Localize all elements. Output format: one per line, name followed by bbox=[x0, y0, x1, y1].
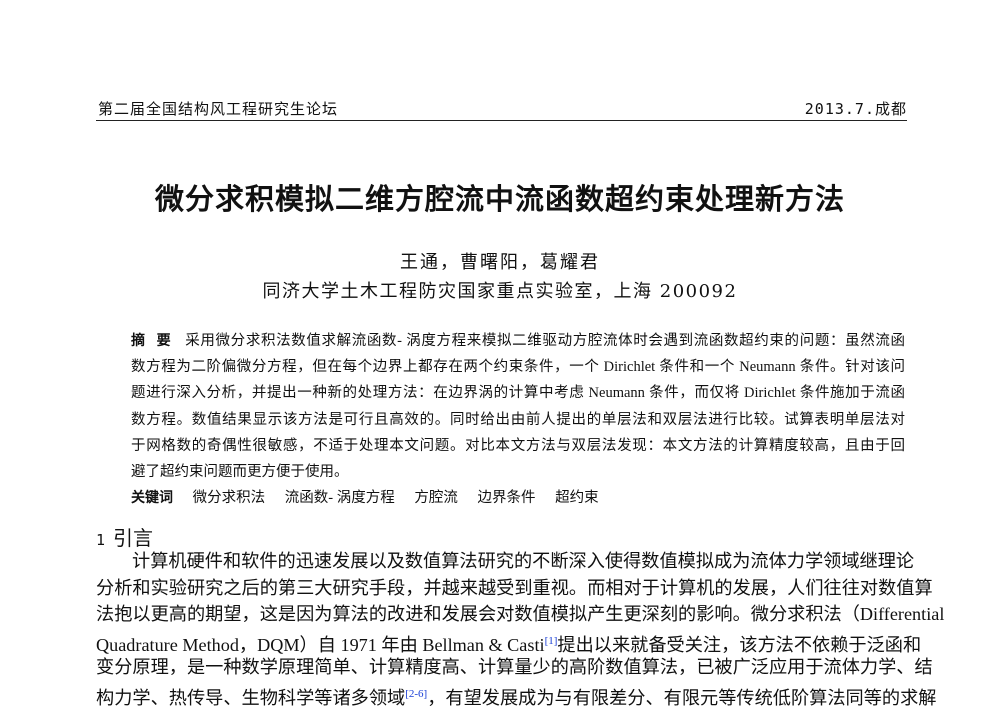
keywords: 关键词 微分求积法 流函数- 涡度方程 方腔流 边界条件 超约束 bbox=[131, 485, 905, 511]
citation-link[interactable]: [2-6] bbox=[405, 687, 428, 700]
abstract: 摘 要采用微分求积法数值求解流函数- 涡度方程来模拟二维驱动方腔流体时会遇到流函… bbox=[131, 328, 905, 511]
abstract-line: 数方程。数值结果显示该方法是可行且高效的。同时给出由前人提出的单层法和双层法进行… bbox=[131, 411, 905, 428]
abstract-line: 题进行深入分析，并提出一种新的处理方法：在边界涡的计算中考虑 Neumann 条… bbox=[131, 385, 905, 402]
affiliation: 同济大学土木工程防灾国家重点实验室，上海 200092 bbox=[262, 281, 738, 302]
body-line: 构力学、热传导、生物科学等诸多领域[2-6]，有望发展成为与有限差分、有限元等传… bbox=[96, 681, 936, 709]
abstract-line: 避了超约束问题而更方便于使用。 bbox=[131, 463, 349, 480]
authors: 王通，曹曙阳，葛耀君 bbox=[400, 252, 600, 273]
body-text-span: ，有望发展成为与有限差分、有限元等传统低阶算法同等的求解 bbox=[427, 688, 937, 709]
body-line: 变分原理，是一种数学原理简单、计算精度高、计算量少的高阶数值算法，已被广泛应用于… bbox=[96, 657, 933, 678]
header-date-place: 2013.7.成都 bbox=[804, 100, 907, 118]
body-line: 分析和实验研究之后的第三大研究手段，并越来越受到重视。而相对于计算机的发展，人们… bbox=[96, 577, 933, 598]
keyword: 流函数- 涡度方程 bbox=[284, 490, 395, 507]
keyword: 边界条件 bbox=[477, 490, 536, 507]
body-line: Quadrature Method，DQM）自 1971 年由 Bellman … bbox=[96, 628, 921, 655]
section-number: 1 bbox=[96, 531, 106, 549]
citation-link[interactable]: [1] bbox=[544, 634, 558, 647]
keyword: 超约束 bbox=[555, 490, 599, 507]
body-line: 计算机硬件和软件的迅速发展以及数值算法研究的不断深入使得数值模拟成为流体力学领域… bbox=[132, 551, 915, 571]
paper-title: 微分求积模拟二维方腔流中流函数超约束处理新方法 bbox=[154, 182, 845, 216]
abstract-line: 数方程为二阶偏微分方程，但在每个边界上都存在两个约束条件，一个 Dirichle… bbox=[131, 359, 905, 376]
body-line: 法抱以更高的期望，这是因为算法的改进和发展会对数值模拟产生更深刻的影响。微分求积… bbox=[96, 604, 945, 625]
section-title: 引言 bbox=[113, 526, 154, 550]
body-text-span: 构力学、热传导、生物科学等诸多领域 bbox=[96, 688, 406, 709]
section-heading: 1 引言 bbox=[96, 522, 153, 551]
header-conference: 第二届全国结构风工程研究生论坛 bbox=[98, 100, 339, 118]
abstract-line: 于网格数的奇偶性很敏感，不适于处理本文问题。对比本文方法与双层法发现：本文方法的… bbox=[131, 437, 905, 454]
keyword: 方腔流 bbox=[414, 490, 458, 507]
body-text-span: Quadrature Method，DQM）自 1971 年由 Bellman … bbox=[96, 634, 545, 655]
keyword: 微分求积法 bbox=[192, 490, 266, 507]
body-text-span: 提出以来就备受关注，该方法不依赖于泛函和 bbox=[557, 634, 922, 655]
keywords-label: 关键词 bbox=[131, 490, 173, 507]
abstract-label: 摘 要 bbox=[131, 333, 172, 349]
body-text: 计算机硬件和软件的迅速发展以及数值算法研究的不断深入使得数值模拟成为流体力学领域… bbox=[96, 548, 945, 709]
abstract-line: 采用微分求积法数值求解流函数- 涡度方程来模拟二维驱动方腔流体时会遇到流函数超约… bbox=[185, 333, 905, 349]
running-header: 第二届全国结构风工程研究生论坛 2013.7.成都 bbox=[96, 96, 907, 121]
